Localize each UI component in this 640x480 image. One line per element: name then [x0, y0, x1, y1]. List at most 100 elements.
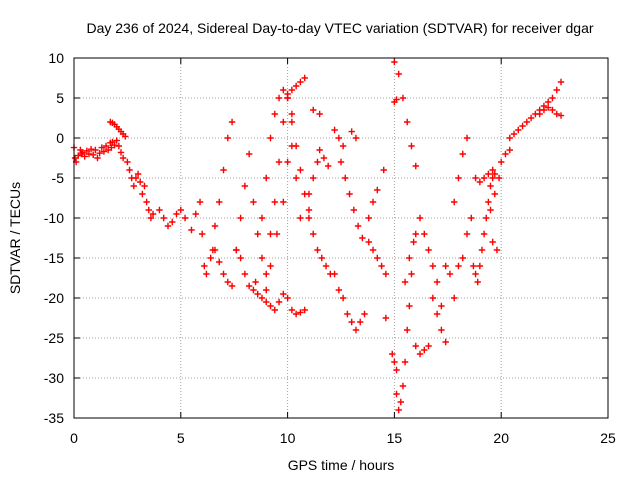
x-tick-label: 5 [177, 430, 185, 446]
data-point [442, 338, 449, 346]
y-tick-label: -25 [44, 330, 64, 346]
data-point [429, 294, 437, 302]
data-point [474, 278, 481, 286]
data-points [70, 58, 565, 414]
data-point [342, 174, 349, 182]
data-point [510, 130, 518, 138]
data-point [280, 118, 287, 126]
data-point [156, 206, 163, 214]
data-point [288, 306, 296, 314]
data-point [145, 206, 152, 214]
data-point [81, 153, 88, 160]
data-point [451, 294, 458, 302]
data-point [209, 246, 217, 254]
grid-lines [74, 58, 608, 418]
data-point [489, 174, 496, 182]
data-point [198, 230, 206, 238]
data-point [119, 154, 127, 162]
data-point [254, 230, 261, 238]
data-point [207, 254, 214, 262]
data-point [416, 214, 424, 222]
data-point [553, 86, 560, 94]
data-point [506, 146, 513, 154]
data-point [344, 310, 351, 318]
data-point [94, 154, 101, 162]
data-point [292, 310, 300, 318]
data-point [393, 366, 400, 374]
data-point [470, 262, 477, 270]
data-point [203, 270, 210, 278]
data-point [196, 198, 204, 206]
data-point [117, 149, 125, 156]
y-tick-label: -10 [44, 210, 64, 226]
data-point [316, 146, 323, 154]
data-point [280, 198, 287, 206]
data-point [393, 390, 400, 398]
data-point [288, 118, 296, 126]
data-point [483, 214, 490, 222]
data-point [79, 149, 86, 156]
data-point [352, 326, 360, 334]
y-axis-label: SDTVAR / TECUs [7, 182, 23, 294]
data-point [288, 86, 296, 94]
data-point [544, 98, 552, 106]
data-point [318, 254, 325, 262]
data-point [455, 174, 462, 182]
data-point [455, 262, 462, 270]
data-point [365, 214, 372, 222]
data-point [314, 158, 321, 166]
data-point [399, 94, 407, 102]
data-point [549, 94, 556, 102]
data-point [425, 342, 432, 350]
data-point [250, 286, 257, 294]
data-point [527, 114, 535, 122]
data-point [201, 262, 208, 270]
data-point [137, 178, 144, 186]
data-point [408, 142, 415, 150]
data-point [149, 210, 157, 218]
data-point [216, 258, 223, 266]
data-point [122, 133, 129, 140]
tick-labels: 0 5 10 15 20 25 10 5 0 -5 -10 -15 -20 -25 -30 -35 [44, 50, 616, 446]
data-point [412, 162, 419, 170]
data-point [374, 254, 381, 262]
data-point [164, 222, 172, 230]
data-point [241, 182, 249, 190]
x-tick-label: 0 [70, 430, 78, 446]
data-point [263, 270, 270, 278]
data-point [224, 278, 231, 286]
data-point [442, 262, 449, 270]
data-point [252, 278, 259, 286]
data-point [271, 198, 278, 206]
data-point [401, 278, 409, 286]
data-point [90, 151, 97, 158]
data-point [425, 246, 432, 254]
data-point [271, 110, 278, 118]
data-point [378, 262, 385, 270]
y-tick-label: -30 [44, 370, 64, 386]
data-point [337, 158, 345, 166]
data-point [485, 198, 492, 206]
data-point [245, 282, 253, 290]
data-point [487, 206, 494, 214]
data-point [87, 146, 95, 153]
x-axis-label: GPS time / hours [288, 457, 395, 473]
axis-ticks [73, 57, 609, 419]
data-point [404, 118, 411, 126]
data-point [322, 262, 330, 270]
data-point [487, 182, 494, 190]
data-point [389, 350, 396, 358]
data-point [115, 142, 123, 150]
data-point [339, 294, 347, 302]
data-point [301, 74, 308, 82]
data-point [258, 294, 266, 302]
data-point [557, 112, 565, 119]
data-point [181, 214, 189, 222]
data-point [433, 278, 441, 286]
data-point [493, 246, 501, 254]
data-point [301, 306, 308, 314]
data-point [391, 58, 398, 66]
data-point [173, 210, 180, 218]
data-point [258, 214, 266, 222]
data-point [267, 134, 274, 142]
